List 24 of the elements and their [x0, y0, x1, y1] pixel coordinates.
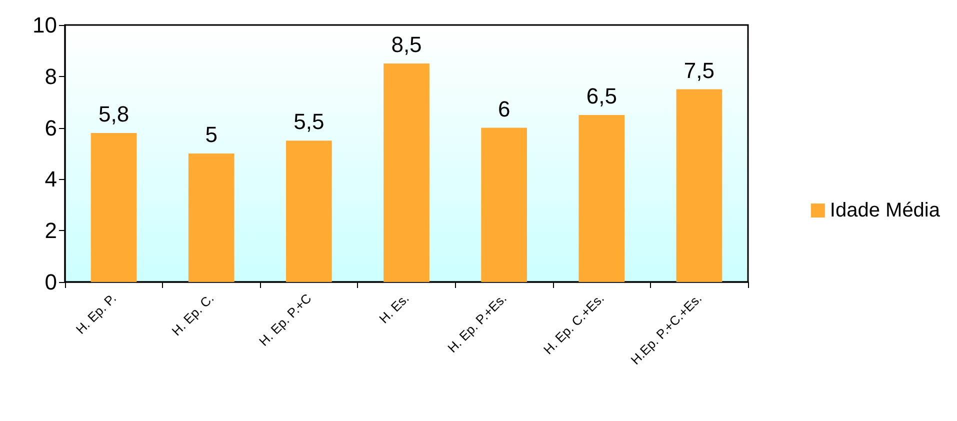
bar [90, 132, 137, 282]
data-label: 6,5 [586, 83, 617, 108]
y-tick-label: 10 [32, 12, 57, 38]
y-tick-label: 2 [44, 218, 57, 244]
bar [578, 114, 625, 282]
data-label: 7,5 [684, 58, 715, 83]
y-tick-label: 0 [44, 270, 57, 294]
bar [481, 128, 527, 282]
bar [188, 154, 234, 282]
x-tick-label: H. Ep. P. [72, 290, 120, 337]
bar [286, 140, 332, 282]
y-tick-label: 8 [44, 64, 57, 89]
data-label: 5 [205, 122, 218, 147]
y-tick-label: 4 [44, 166, 57, 192]
data-label: 5,5 [294, 109, 324, 134]
data-label: 6 [498, 96, 510, 122]
bar [676, 89, 722, 282]
x-tick-label: H. Es. [376, 290, 412, 326]
x-tick-label: H. Ep. C. [168, 290, 217, 339]
legend-label: Idade Média [830, 200, 941, 222]
data-label: 5,8 [98, 101, 130, 126]
data-label: 8,5 [391, 32, 422, 58]
bar [384, 64, 430, 282]
y-tick-label: 6 [44, 115, 57, 140]
